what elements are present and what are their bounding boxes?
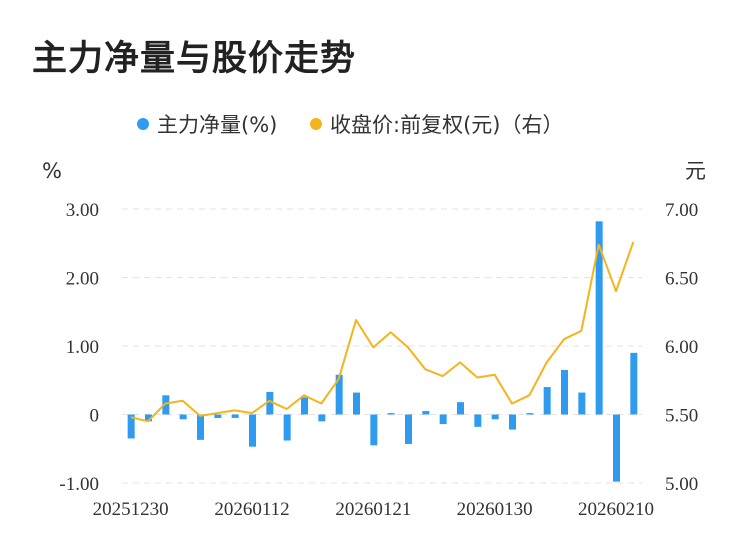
net-volume-bar [266, 391, 274, 415]
net-volume-bar [561, 369, 568, 415]
legend-marker-net-volume [137, 118, 149, 130]
left-axis-unit: % [42, 159, 62, 183]
left-tick-label: 2.00 [66, 269, 99, 290]
left-tick-label: -1.00 [59, 474, 99, 495]
net-volume-bar [491, 414, 499, 420]
net-volume-bar [353, 392, 360, 415]
net-volume-bar [335, 374, 343, 415]
right-tick-label: 6.00 [665, 337, 698, 358]
net-volume-bar [422, 411, 430, 415]
x-tick-label: 20260130 [457, 499, 533, 520]
x-tick-label: 20260112 [214, 499, 289, 520]
net-volume-bar [127, 414, 135, 439]
close-price-line [130, 241, 635, 423]
x-tick-label: 20260210 [578, 499, 654, 520]
chart-title: 主力净量与股价走势 [32, 39, 357, 79]
legend-marker-close-price [310, 118, 322, 130]
net-volume-bar [630, 352, 638, 415]
grid-lines [122, 208, 642, 484]
net-volume-bar [543, 387, 551, 415]
legend-label-close-price: 收盘价:前复权(元)（右） [330, 113, 563, 137]
net-volume-bar [595, 221, 603, 415]
left-axis-ticks: 3.00 2.00 1.00 0 -1.00 [59, 200, 99, 495]
net-volume-bar [145, 414, 152, 422]
left-tick-label: 1.00 [66, 337, 99, 358]
net-volume-bar [387, 413, 395, 415]
net-volume-bar [197, 414, 204, 440]
close-price-polyline [130, 241, 635, 423]
net-volume-bar [214, 414, 222, 418]
net-volume-bar [526, 413, 534, 415]
left-tick-label: 0 [90, 406, 100, 427]
net-volume-bar [370, 414, 378, 446]
right-axis-ticks: 7.00 6.50 6.00 5.50 5.00 [665, 200, 698, 495]
right-tick-label: 5.00 [665, 474, 698, 495]
net-volume-bar [318, 414, 326, 422]
net-volume-bar [474, 414, 482, 427]
net-volume-bar [578, 392, 586, 415]
net-volume-bar [301, 397, 308, 415]
right-axis-unit: 元 [685, 159, 706, 183]
right-tick-label: 7.00 [665, 200, 698, 221]
right-tick-label: 6.50 [665, 269, 698, 290]
x-tick-label: 20260121 [335, 499, 411, 520]
net-volume-bar [457, 402, 464, 415]
right-tick-label: 5.50 [665, 406, 698, 427]
net-volume-bars [127, 221, 638, 482]
legend[interactable]: 主力净量(%) 收盘价:前复权(元)（右） [137, 113, 563, 137]
net-volume-bar [613, 414, 620, 482]
net-volume-bar [249, 414, 256, 447]
left-tick-label: 3.00 [66, 200, 99, 221]
net-volume-bar [439, 414, 447, 425]
net-volume-bar [162, 395, 170, 415]
net-volume-bar [509, 414, 516, 430]
x-axis-ticks: 20251230 20260112 20260121 20260130 20260210 [93, 499, 654, 520]
net-volume-bar [405, 414, 412, 444]
net-volume-bar [283, 414, 291, 441]
net-volume-bar [231, 414, 239, 418]
net-volume-bar [179, 414, 187, 420]
x-tick-label: 20251230 [93, 499, 169, 520]
legend-label-net-volume: 主力净量(%) [157, 113, 277, 137]
